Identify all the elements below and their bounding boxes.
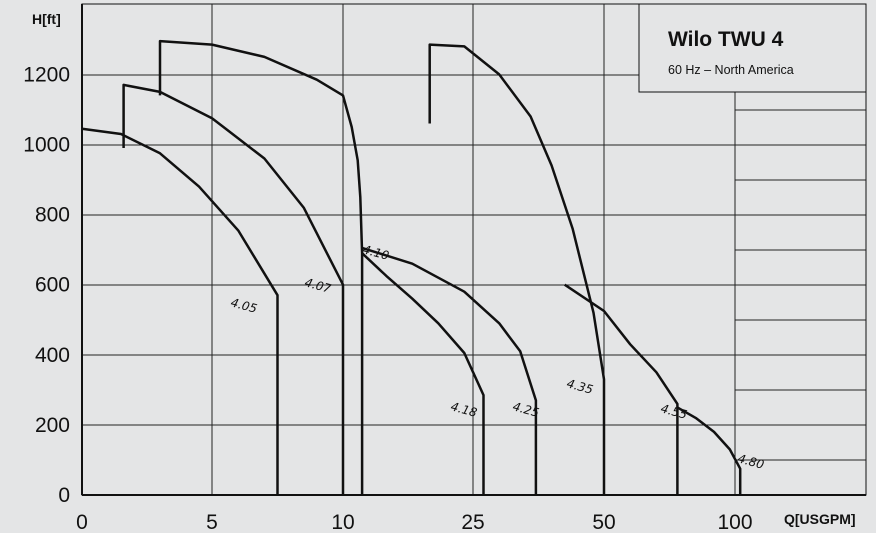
y-tick-label: 0: [58, 484, 70, 507]
curve-label-4-35: 4.35: [565, 376, 594, 396]
curve-4-35: [428, 43, 606, 495]
curve-4-07: [122, 83, 345, 495]
curve-4-80: [676, 406, 742, 495]
curve-label-4-10: 4.10: [361, 242, 391, 263]
x-tick-label: 5: [206, 511, 218, 533]
chart-subtitle: 60 Hz – North America: [668, 63, 794, 77]
y-tick-label: 200: [35, 414, 70, 437]
y-tick-label: 400: [35, 344, 70, 367]
y-tick-label: 600: [35, 274, 70, 297]
pump-curves: [81, 39, 742, 495]
curve-4-55: [564, 283, 679, 495]
curve-label-4-55: 4.55: [659, 401, 688, 421]
curve-labels: 4.05 4.07 4.10 4.18 4.25 4.35 4.55 4.80: [229, 242, 766, 472]
curve-4-10: [158, 39, 364, 495]
x-tick-labels: 0 5 10 25 50 100: [76, 511, 752, 533]
curve-4-05: [81, 127, 279, 495]
x-tick-label: 100: [717, 511, 752, 533]
curve-label-4-18: 4.18: [449, 399, 479, 420]
x-tick-label: 25: [461, 511, 484, 533]
x-tick-label: 50: [592, 511, 615, 533]
x-axis-title: Q[USGPM]: [784, 511, 856, 527]
y-tick-label: 1200: [23, 63, 70, 86]
curve-4-18: [361, 252, 485, 495]
y-tick-label: 1000: [23, 134, 70, 157]
curve-label-4-25: 4.25: [511, 399, 540, 419]
gridlines: [82, 4, 866, 495]
curve-label-4-07: 4.07: [303, 275, 333, 296]
x-tick-label: 0: [76, 511, 88, 533]
y-tick-labels: 0 200 400 600 800 1000 1200: [23, 63, 70, 507]
legend-background: [638, 3, 867, 93]
curve-label-4-05: 4.05: [229, 295, 258, 315]
curve-label-4-80: 4.80: [736, 451, 766, 472]
legend-box: Wilo TWU 4 60 Hz – North America: [638, 3, 867, 93]
y-axis-title: H[ft]: [32, 11, 61, 27]
curve-4-25: [361, 246, 538, 495]
y-tick-label: 800: [35, 204, 70, 227]
x-tick-label: 10: [331, 511, 354, 533]
chart-title: Wilo TWU 4: [668, 28, 784, 51]
